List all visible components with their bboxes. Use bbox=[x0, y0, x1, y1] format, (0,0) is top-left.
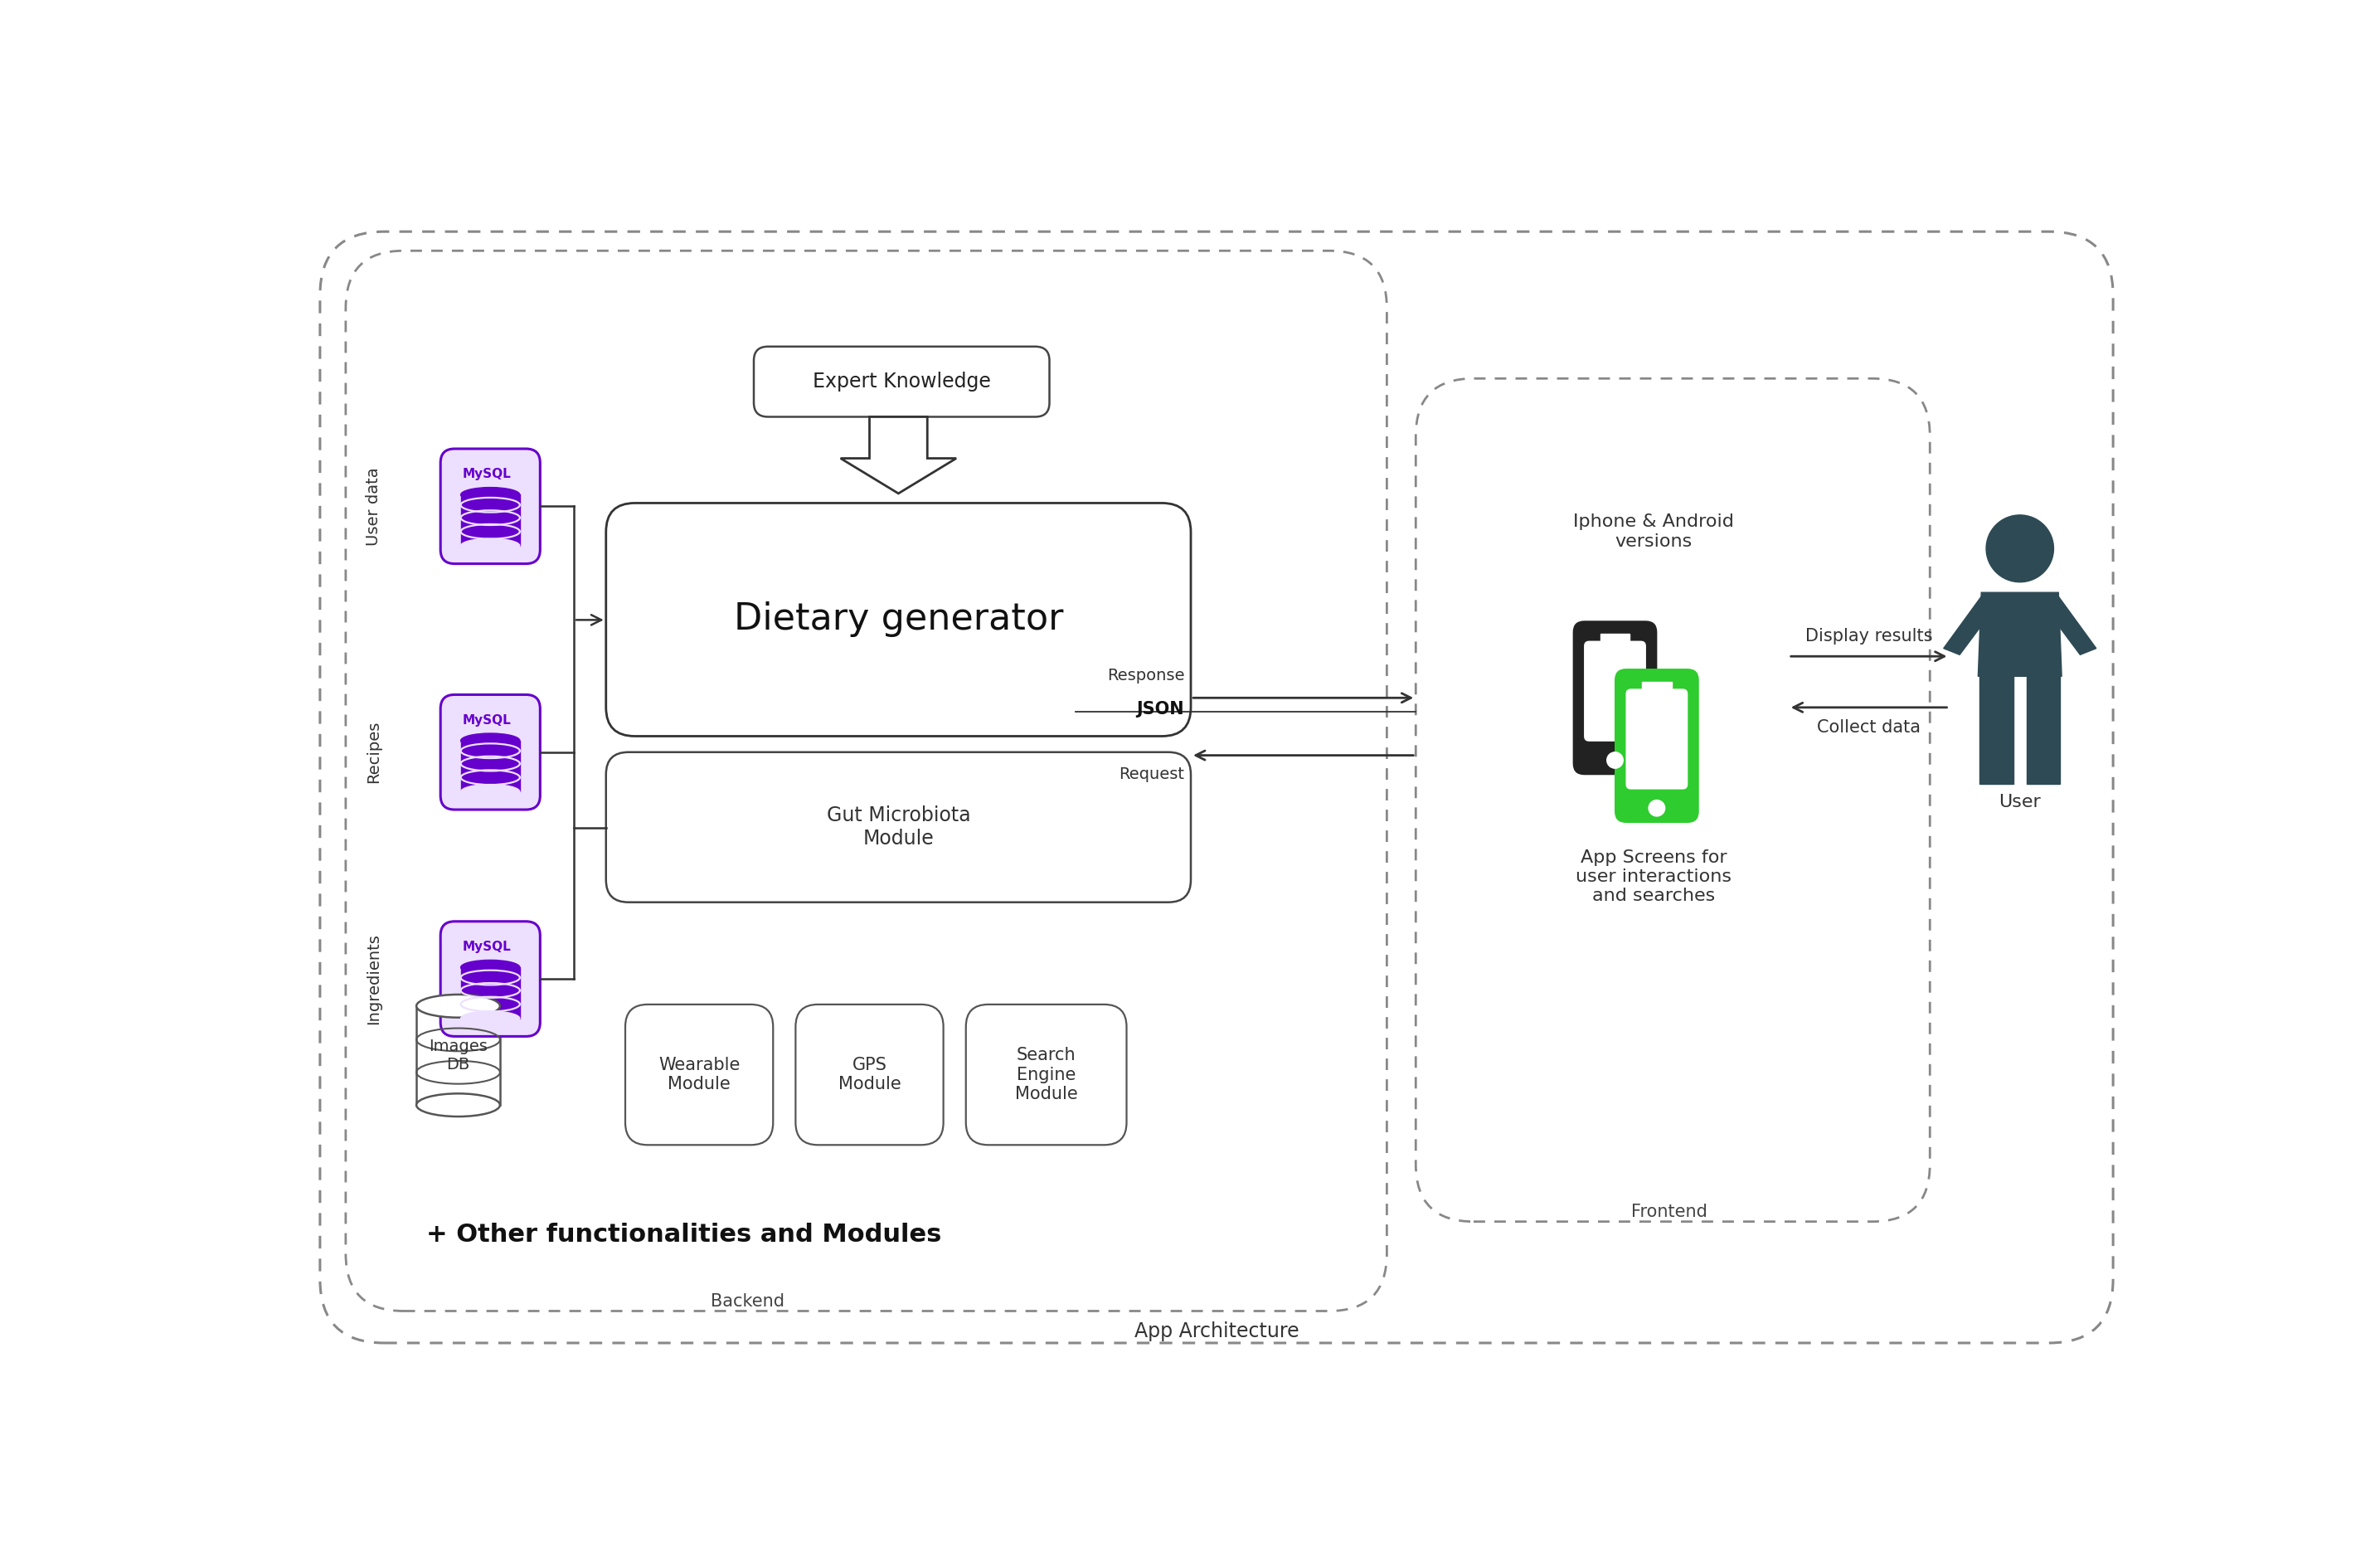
FancyBboxPatch shape bbox=[607, 753, 1190, 902]
Text: Display results: Display results bbox=[1804, 629, 1933, 644]
FancyBboxPatch shape bbox=[440, 922, 540, 1037]
FancyBboxPatch shape bbox=[966, 1004, 1126, 1145]
FancyBboxPatch shape bbox=[1573, 621, 1656, 774]
Bar bbox=[1642, 681, 1671, 689]
Bar bbox=[462, 740, 519, 792]
Polygon shape bbox=[1978, 593, 2061, 677]
Text: GPS
Module: GPS Module bbox=[838, 1057, 902, 1093]
FancyBboxPatch shape bbox=[440, 695, 540, 810]
Text: Iphone & Android
versions: Iphone & Android versions bbox=[1573, 514, 1735, 549]
Text: + Other functionalities and Modules: + Other functionalities and Modules bbox=[426, 1223, 942, 1246]
FancyBboxPatch shape bbox=[607, 503, 1190, 736]
Text: Ingredients: Ingredients bbox=[367, 933, 381, 1024]
Polygon shape bbox=[1944, 596, 1994, 655]
Ellipse shape bbox=[462, 784, 519, 799]
Text: User data: User data bbox=[367, 467, 381, 545]
Text: App Screens for
user interactions
and searches: App Screens for user interactions and se… bbox=[1576, 849, 1733, 905]
Text: JSON: JSON bbox=[1138, 702, 1185, 717]
Ellipse shape bbox=[462, 733, 519, 748]
FancyBboxPatch shape bbox=[626, 1004, 774, 1145]
Text: Gut Microbiota
Module: Gut Microbiota Module bbox=[826, 805, 971, 849]
Bar bbox=[462, 495, 519, 546]
Text: Wearable
Module: Wearable Module bbox=[659, 1057, 740, 1093]
Text: Collect data: Collect data bbox=[1816, 719, 1921, 736]
Text: Backend: Backend bbox=[712, 1293, 785, 1310]
Polygon shape bbox=[840, 417, 957, 494]
Ellipse shape bbox=[462, 1012, 519, 1026]
Text: Search
Engine
Module: Search Engine Module bbox=[1014, 1048, 1078, 1102]
Polygon shape bbox=[1980, 677, 2013, 784]
Circle shape bbox=[1649, 801, 1666, 816]
Ellipse shape bbox=[462, 487, 519, 503]
FancyBboxPatch shape bbox=[1585, 641, 1647, 742]
Text: Dietary generator: Dietary generator bbox=[733, 602, 1064, 638]
Text: Images
DB: Images DB bbox=[428, 1038, 488, 1072]
Text: User: User bbox=[1999, 793, 2042, 810]
FancyBboxPatch shape bbox=[440, 449, 540, 563]
FancyBboxPatch shape bbox=[1614, 669, 1699, 823]
FancyBboxPatch shape bbox=[754, 346, 1050, 417]
Text: Frontend: Frontend bbox=[1633, 1204, 1709, 1220]
Circle shape bbox=[1606, 753, 1623, 768]
Ellipse shape bbox=[416, 995, 500, 1018]
Polygon shape bbox=[2025, 677, 2061, 784]
Ellipse shape bbox=[462, 539, 519, 553]
Text: Response: Response bbox=[1107, 667, 1185, 684]
Text: MySQL: MySQL bbox=[462, 941, 512, 953]
Ellipse shape bbox=[416, 1094, 500, 1116]
FancyBboxPatch shape bbox=[795, 1004, 942, 1145]
Text: Recipes: Recipes bbox=[367, 720, 381, 784]
Circle shape bbox=[1987, 515, 2054, 582]
Text: App Architecture: App Architecture bbox=[1135, 1322, 1299, 1341]
Bar bbox=[462, 967, 519, 1018]
Bar bbox=[416, 1006, 500, 1105]
Text: Request: Request bbox=[1119, 767, 1185, 782]
Ellipse shape bbox=[462, 961, 519, 975]
Bar bbox=[1599, 635, 1630, 641]
Text: MySQL: MySQL bbox=[462, 469, 512, 481]
Text: Expert Knowledge: Expert Knowledge bbox=[812, 372, 990, 391]
Polygon shape bbox=[2044, 596, 2097, 655]
FancyBboxPatch shape bbox=[1626, 689, 1687, 790]
Text: MySQL: MySQL bbox=[462, 714, 512, 726]
